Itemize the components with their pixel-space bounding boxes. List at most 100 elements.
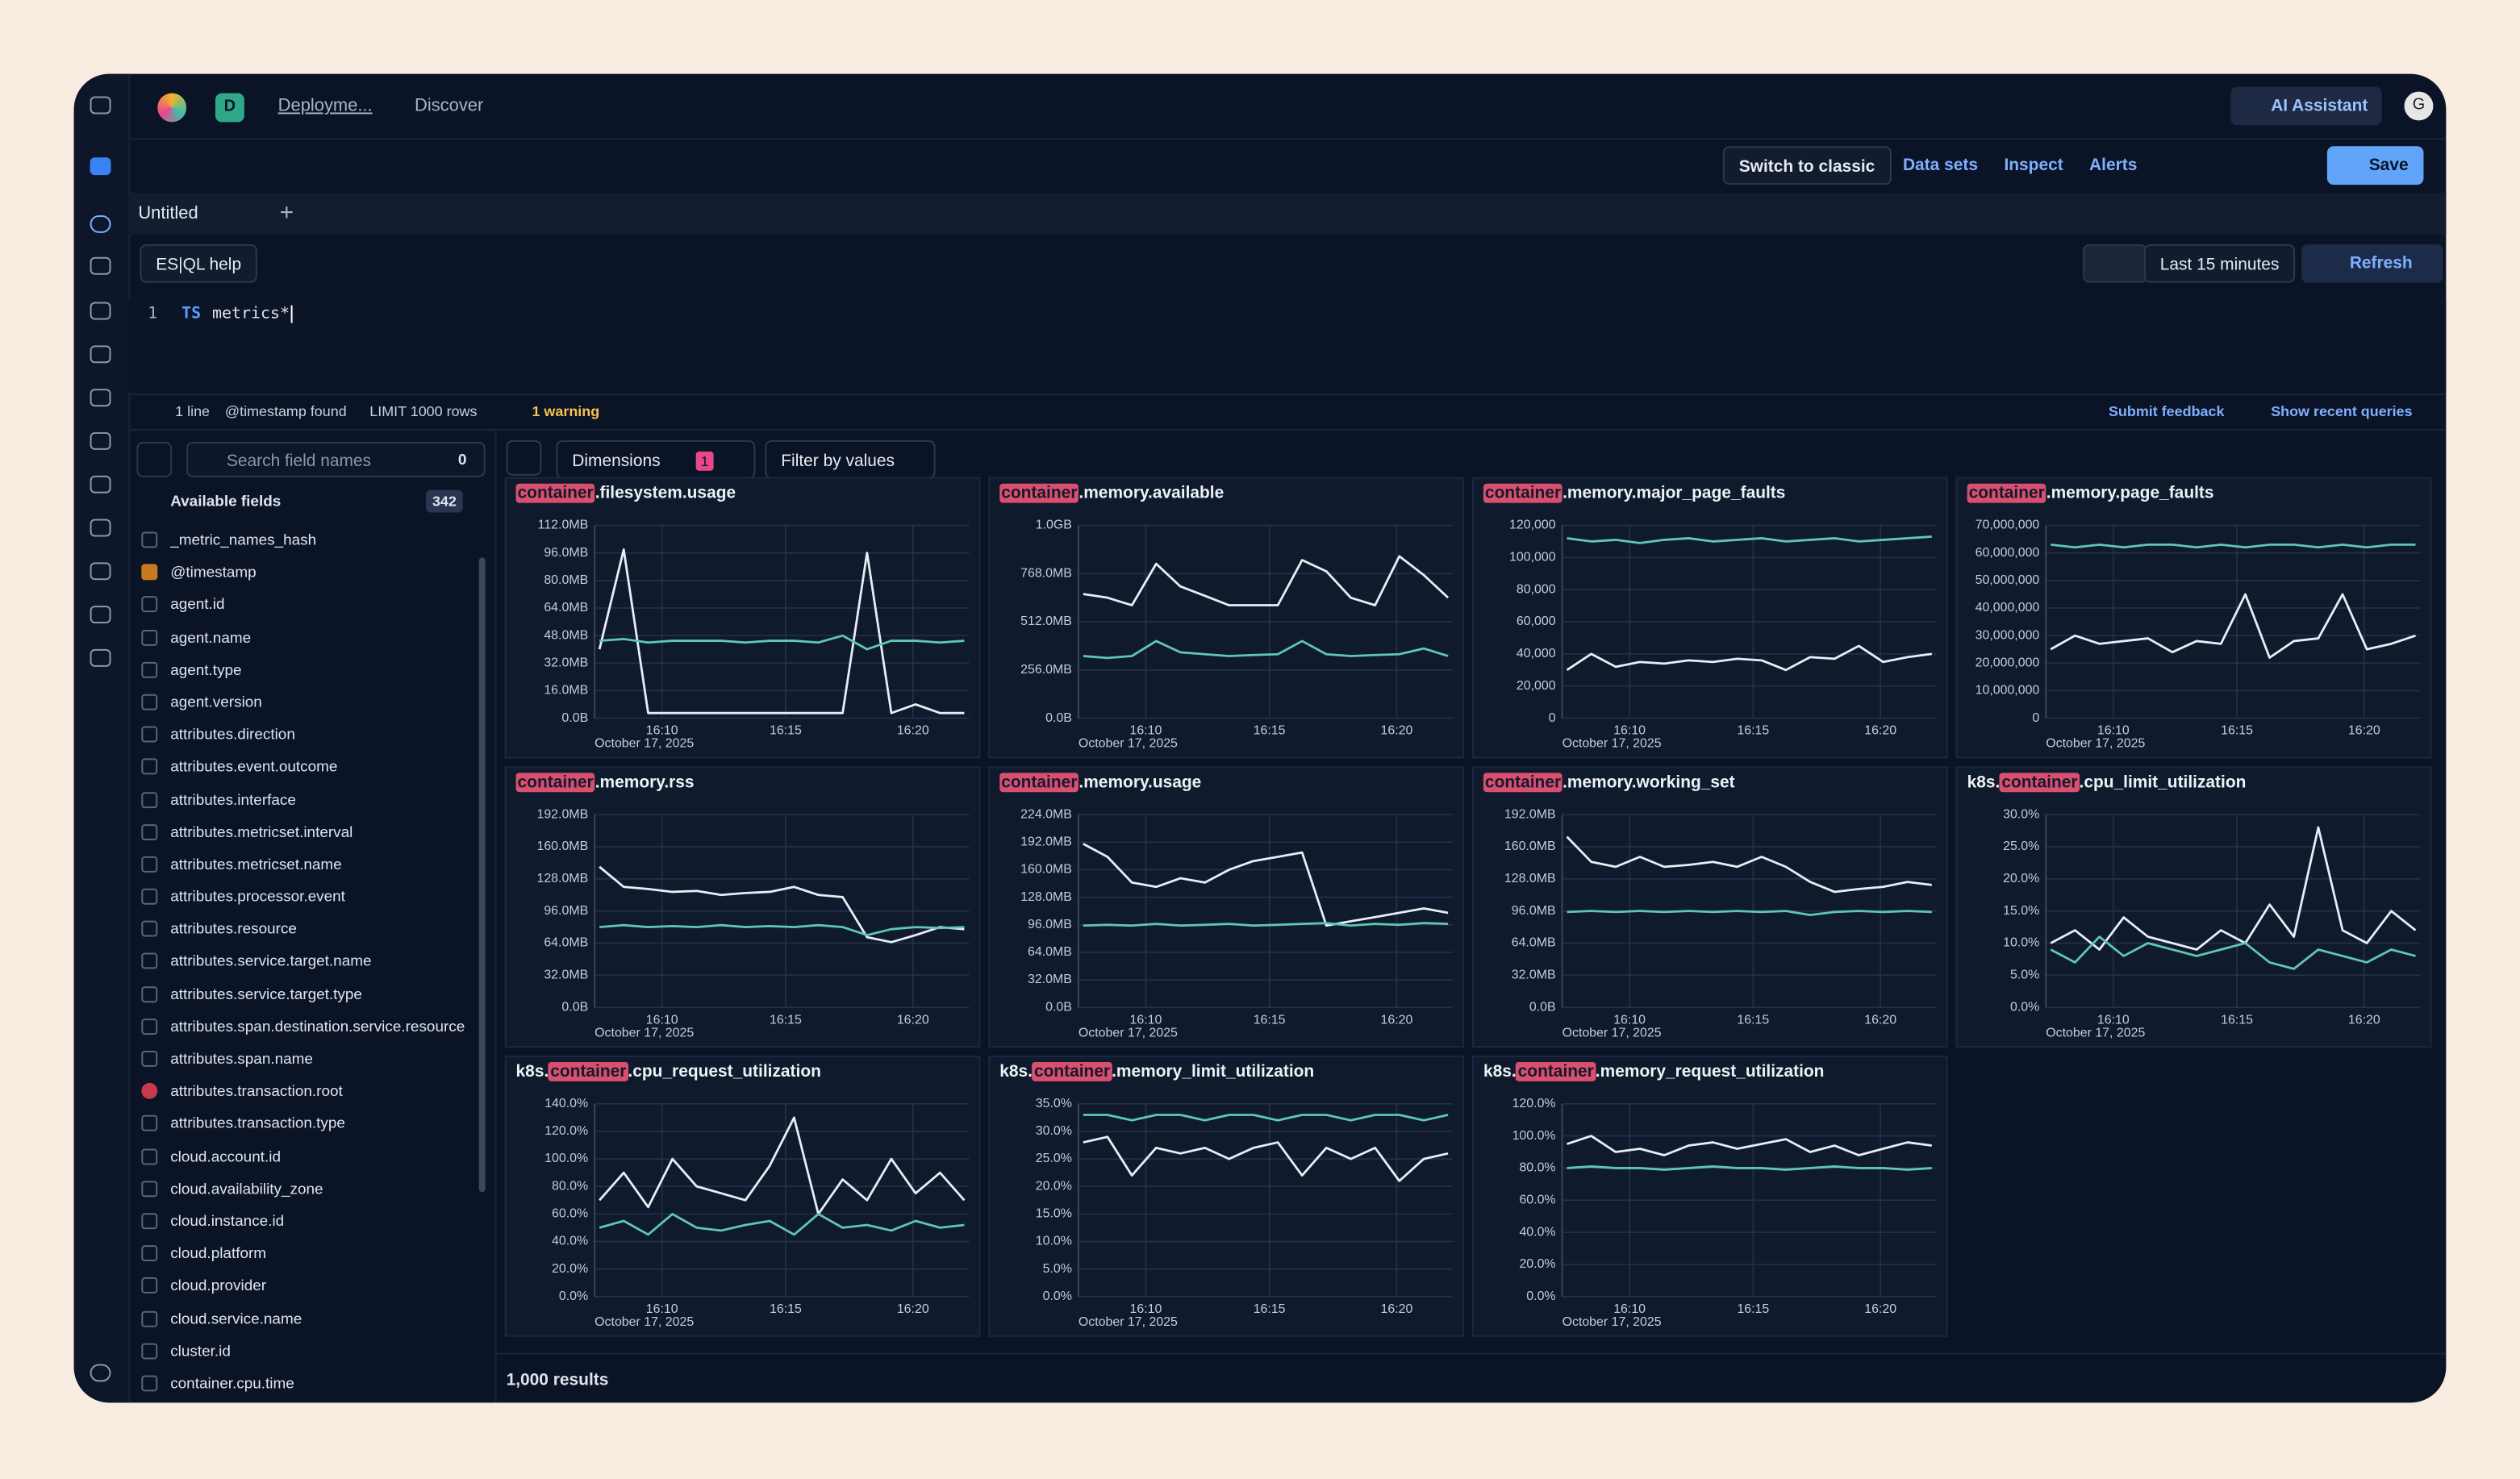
x-tick-label: 16:15 [1254, 1013, 1286, 1027]
y-tick-label: 64.0MB [544, 936, 588, 950]
nav-icon[interactable] [90, 215, 111, 233]
nav-icon[interactable] [90, 256, 111, 275]
nav-icon[interactable] [90, 345, 111, 364]
field-item[interactable]: attributes.event.outcome [141, 759, 462, 777]
chart-plot: 0.0B 32.0MB 64.0MB 96.0MB 128.0MB 160.0MB 192.… [1020, 807, 1454, 1039]
x-axis-date: October 17, 2025 [1562, 1315, 1662, 1329]
x-tick-label: 16:20 [2348, 1013, 2380, 1027]
refresh-button[interactable]: Refresh [2301, 244, 2443, 283]
field-item[interactable]: attributes.span.destination.service.reso… [141, 1018, 465, 1036]
inspect-link[interactable]: Inspect [2004, 156, 2063, 176]
field-list: _metric_names_hash @timestamp agent.id agen… [141, 531, 465, 1402]
field-item[interactable]: agent.name [141, 629, 462, 647]
field-item[interactable]: attributes.service.target.type [141, 985, 462, 1003]
series-line [1083, 1114, 1449, 1122]
field-type-icon [141, 1310, 158, 1327]
field-item[interactable]: attributes.metricset.name [141, 856, 462, 874]
nav-icon[interactable] [90, 519, 111, 537]
field-type-icon [141, 596, 158, 613]
nav-icon[interactable] [90, 562, 111, 581]
nav-icon[interactable] [90, 606, 111, 624]
field-item[interactable]: cloud.instance.id [141, 1213, 462, 1231]
nav-icon[interactable] [90, 475, 111, 494]
recent-queries[interactable]: Show recent queries [2271, 403, 2413, 420]
switch-classic-button[interactable]: Switch to classic [1722, 146, 1892, 185]
field-item[interactable]: cloud.availability_zone [141, 1180, 462, 1198]
y-tick-label: 0.0% [2010, 1000, 2039, 1014]
field-name: agent.type [170, 661, 242, 680]
breadcrumb[interactable]: Deployme... [277, 96, 373, 116]
field-item[interactable]: @timestamp [141, 564, 462, 582]
submit-feedback[interactable]: Submit feedback [2108, 403, 2225, 420]
title-part: .memory.page_faults [2046, 483, 2214, 503]
y-tick-label: 192.0MB [1504, 807, 1556, 821]
available-fields-label[interactable]: Available fields [170, 493, 282, 511]
field-item[interactable]: cloud.account.id [141, 1148, 462, 1166]
add-tab[interactable]: + [279, 199, 294, 227]
title-part: .filesystem.usage [595, 483, 736, 503]
nav-icon[interactable] [90, 157, 111, 176]
field-type-icon [141, 985, 158, 1002]
esql-help-button[interactable]: ES|QL help [140, 244, 258, 283]
filter-values-button[interactable]: Filter by values [765, 440, 935, 479]
avatar[interactable]: G [2404, 91, 2434, 121]
field-item[interactable]: container.cpu.time [141, 1375, 462, 1393]
time-range[interactable]: Last 15 minutes [2143, 244, 2296, 283]
field-item[interactable]: agent.type [141, 661, 462, 679]
nav-icon[interactable] [90, 648, 111, 667]
y-tick-label: 0.0B [1529, 1000, 1556, 1014]
field-item[interactable]: attributes.interface [141, 791, 462, 809]
x-tick-label: 16:10 [646, 1302, 678, 1316]
field-item[interactable]: cloud.provider [141, 1277, 462, 1295]
datasets-link[interactable]: Data sets [1902, 156, 1978, 176]
nav-icon[interactable] [90, 1364, 111, 1382]
space-badge[interactable]: D [215, 93, 244, 123]
y-tick-label: 70,000,000 [1976, 519, 2040, 532]
field-item[interactable]: attributes.service.target.name [141, 953, 462, 971]
ai-assistant-button[interactable]: AI Assistant [2230, 86, 2383, 126]
field-item[interactable]: attributes.transaction.type [141, 1115, 462, 1133]
nav-icon[interactable] [90, 389, 111, 407]
field-item[interactable]: cloud.service.name [141, 1310, 462, 1328]
field-name: attributes.transaction.root [170, 1083, 343, 1102]
nav-icon[interactable] [90, 302, 111, 320]
chart-plot: 0.0B 256.0MB 512.0MB 768.0MB 1.0GB 16:10 16:15… [1020, 519, 1454, 751]
x-tick-label: 16:10 [646, 724, 678, 738]
layout-button[interactable] [506, 440, 542, 476]
nav-icon[interactable] [90, 431, 111, 450]
x-tick-label: 16:15 [1737, 1302, 1769, 1316]
field-type-icon [141, 726, 158, 743]
logo[interactable] [157, 93, 187, 123]
field-item[interactable]: agent.id [141, 596, 462, 615]
field-item[interactable]: attributes.processor.event [141, 888, 462, 906]
x-tick-label: 16:10 [1613, 1013, 1646, 1027]
field-item[interactable]: attributes.transaction.root [141, 1083, 462, 1101]
top-bar: D Deployme... Discover AI Assistant G [128, 74, 2447, 140]
y-tick-label: 60.0% [1519, 1193, 1555, 1206]
x-axis-date: October 17, 2025 [1079, 1026, 1178, 1039]
field-item[interactable]: _metric_names_hash [141, 531, 462, 549]
nav-icon[interactable] [90, 96, 111, 115]
y-tick-label: 80.0% [552, 1179, 588, 1193]
field-item[interactable]: cloud.platform [141, 1245, 462, 1263]
field-search[interactable]: Search field names 0 [186, 441, 486, 477]
field-item[interactable]: attributes.direction [141, 726, 462, 744]
series-line [599, 865, 965, 944]
save-button[interactable]: Save [2326, 146, 2423, 185]
field-type-icon [141, 694, 158, 710]
status-warning[interactable]: 1 warning [532, 403, 600, 420]
dimensions-button[interactable]: Dimensions 1 [556, 440, 756, 479]
collapse-button[interactable] [136, 441, 173, 477]
alerts-link[interactable]: Alerts [2089, 156, 2138, 176]
field-item[interactable]: attributes.metricset.interval [141, 823, 462, 841]
field-item[interactable]: attributes.span.name [141, 1050, 462, 1069]
field-item[interactable]: attributes.resource [141, 921, 462, 939]
tab[interactable]: Untitled [138, 204, 198, 223]
date-picker-icon[interactable] [2083, 244, 2147, 283]
y-tick-label: 20,000,000 [1976, 656, 2040, 669]
query-editor[interactable]: 1 TS metrics* [128, 298, 2447, 393]
field-item[interactable]: agent.version [141, 694, 462, 711]
field-item[interactable]: cluster.id [141, 1342, 462, 1360]
x-tick-label: 16:20 [1864, 1013, 1896, 1027]
